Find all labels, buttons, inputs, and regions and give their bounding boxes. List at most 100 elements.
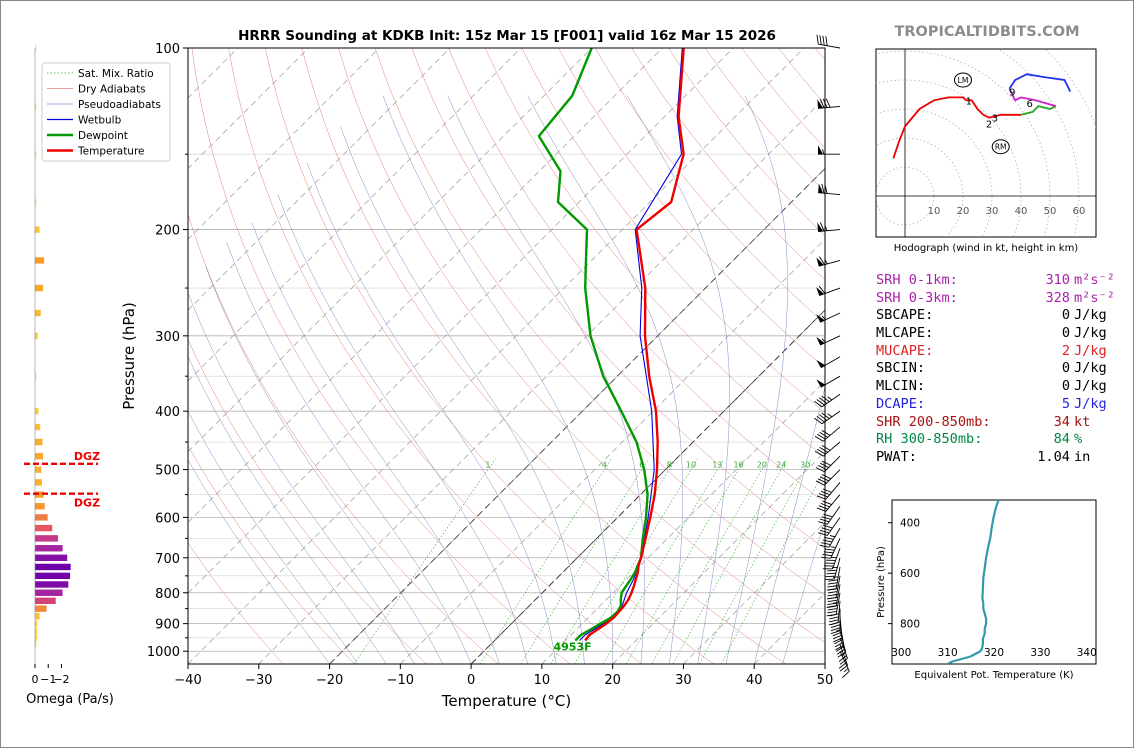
barb-full bbox=[821, 395, 830, 403]
isotherm bbox=[188, 48, 380, 240]
barb-full bbox=[817, 478, 827, 484]
barb-staff bbox=[818, 260, 841, 267]
dgz-label: DGZ bbox=[74, 497, 100, 510]
dry-adiabat bbox=[558, 48, 825, 369]
barb-half bbox=[843, 668, 849, 673]
mixing-ratio-line bbox=[626, 458, 746, 664]
pseudoadiabat bbox=[340, 126, 585, 664]
barb-flag bbox=[816, 379, 826, 388]
barb-half bbox=[822, 149, 825, 155]
barb-full bbox=[816, 495, 827, 500]
barb-full bbox=[835, 644, 845, 651]
wind-barb bbox=[818, 183, 841, 196]
mixing-ratio-label: 10 bbox=[686, 461, 696, 470]
wind-barb bbox=[815, 469, 841, 486]
index-row: SBCIN: 0 J/kg bbox=[876, 360, 1107, 378]
y-tick-label: 400 bbox=[155, 405, 180, 420]
legend-entry: Dry Adiabats bbox=[78, 84, 146, 96]
hodograph-plot bbox=[876, 49, 1096, 237]
barb-full bbox=[827, 582, 838, 585]
barb-full bbox=[825, 98, 831, 108]
dry-adiabat bbox=[594, 48, 825, 325]
wind-barb bbox=[839, 651, 850, 679]
index-label: MLCIN: bbox=[876, 378, 926, 395]
hodograph-height-label: 6 bbox=[1027, 99, 1033, 110]
index-value: 5 bbox=[1061, 395, 1070, 412]
pseudoadiabat bbox=[782, 518, 825, 664]
x-tick-label: 0 bbox=[467, 673, 475, 688]
barb-staff bbox=[833, 557, 841, 580]
skewt-ticks: 4953F −40 −30 −20 −10 0 10 20 30 40 50 Temperature … bbox=[120, 42, 833, 710]
y-tick-label: 800 bbox=[155, 587, 180, 602]
y-tick-label: 300 bbox=[155, 330, 180, 345]
barb-full bbox=[839, 658, 848, 665]
barb-full bbox=[822, 500, 832, 505]
hodograph-trace bbox=[965, 99, 1021, 119]
y-tick-label: 100 bbox=[155, 42, 180, 57]
isotherm-highlight bbox=[470, 309, 825, 664]
barb-full bbox=[834, 638, 843, 645]
x-tick-label: 20 bbox=[604, 673, 621, 688]
wind-barb bbox=[822, 548, 841, 570]
mixing-ratio-line bbox=[353, 458, 496, 664]
isotherm bbox=[612, 451, 825, 664]
y-tick-label: 200 bbox=[155, 224, 180, 239]
pseudoadiabat bbox=[226, 242, 472, 664]
x-tick-label: 30 bbox=[675, 673, 692, 688]
y-tick-label: 1000 bbox=[147, 645, 180, 660]
wind-barb bbox=[824, 557, 841, 581]
barb-half bbox=[827, 396, 833, 401]
index-value: 2 bbox=[1061, 342, 1070, 359]
barb-full bbox=[817, 464, 827, 471]
index-row: RH 300-850mb: 84% bbox=[876, 431, 1106, 449]
omega-bar bbox=[35, 407, 39, 415]
omega-panel: 0 −1−2 Omega (Pa/s) DGZ DGZ bbox=[24, 44, 114, 707]
theta-e-y-tick-label: 400 bbox=[900, 518, 920, 530]
x-tick-label: 10 bbox=[534, 673, 551, 688]
barb-full bbox=[838, 655, 847, 662]
mixing-ratio-label: 13 bbox=[712, 461, 722, 470]
barb-full bbox=[814, 435, 824, 442]
legend-entry: Pseudoadiabats bbox=[78, 99, 161, 111]
barb-full bbox=[819, 462, 829, 468]
barb-half bbox=[824, 225, 828, 231]
index-value: 0 bbox=[1061, 378, 1070, 395]
barb-full bbox=[823, 551, 834, 554]
index-label: DCAPE: bbox=[876, 395, 926, 412]
theta-e-tick-label: 310 bbox=[938, 647, 958, 659]
omega-bar bbox=[35, 284, 44, 292]
hodograph-trace bbox=[892, 96, 967, 159]
hodograph-height-label: 3 bbox=[992, 114, 998, 125]
omega-bar bbox=[35, 479, 42, 486]
barb-staff bbox=[835, 592, 841, 615]
hodograph-ring-label: 20 bbox=[957, 206, 970, 217]
legend-entry: Temperature bbox=[77, 146, 145, 158]
mixing-ratio-line bbox=[672, 458, 788, 664]
x-axis-label: Temperature (°C) bbox=[441, 692, 571, 710]
barb-full bbox=[819, 476, 829, 482]
barb-full bbox=[823, 524, 833, 529]
barb-staff bbox=[818, 192, 841, 196]
barb-full bbox=[815, 467, 825, 473]
storm-motion-marker bbox=[954, 72, 972, 88]
omega-bar bbox=[35, 514, 48, 521]
barb-full bbox=[825, 36, 828, 46]
index-unit: J/kg bbox=[1074, 307, 1107, 324]
profile-temperature bbox=[584, 48, 685, 642]
barb-full bbox=[828, 596, 838, 600]
skewt-profile-lines bbox=[537, 48, 685, 642]
x-tick-label: −40 bbox=[174, 673, 201, 688]
y-tick-label: 900 bbox=[155, 618, 180, 633]
barb-half bbox=[833, 576, 839, 578]
pseudoadiabat bbox=[306, 162, 557, 664]
mixing-ratio-label: 30 bbox=[800, 461, 810, 470]
barb-full bbox=[835, 645, 845, 652]
dry-adiabat bbox=[411, 48, 825, 550]
omega-bar bbox=[35, 597, 56, 605]
omega-bar bbox=[35, 524, 53, 532]
barb-full bbox=[842, 670, 850, 679]
barb-staff bbox=[825, 494, 841, 512]
omega-bar bbox=[35, 572, 71, 580]
barb-staff bbox=[822, 426, 841, 442]
index-unit: % bbox=[1074, 431, 1083, 448]
